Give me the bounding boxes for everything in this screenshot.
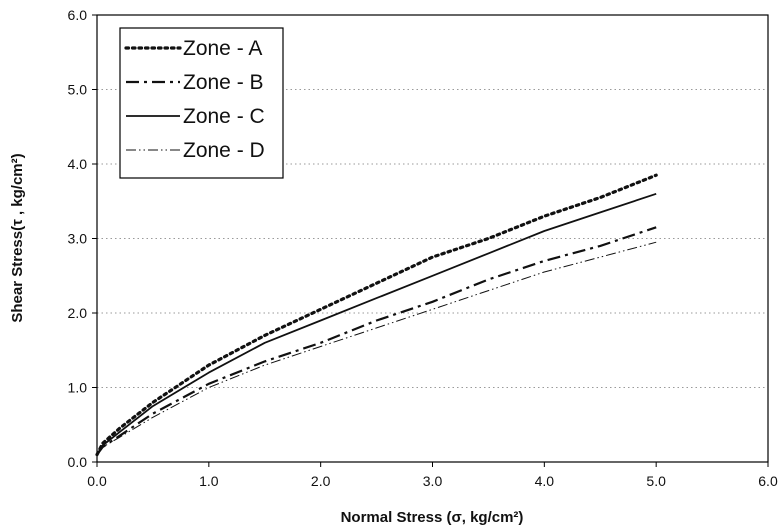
x-tick-label: 4.0 <box>535 473 555 489</box>
y-tick-label: 0.0 <box>68 454 88 470</box>
y-axis-ticks: 0.0 1.0 2.0 3.0 4.0 5.0 6.0 <box>68 7 97 470</box>
legend: Zone - A Zone - B Zone - C Zone - D <box>119 27 284 179</box>
legend-box <box>119 27 284 179</box>
y-tick-label: 4.0 <box>68 156 88 172</box>
x-axis-title: Normal Stress (σ, kg/cm²) <box>341 509 524 526</box>
x-tick-label: 1.0 <box>199 473 219 489</box>
x-tick-label: 3.0 <box>423 473 443 489</box>
y-tick-label: 6.0 <box>68 7 88 23</box>
x-tick-label: 0.0 <box>87 473 107 489</box>
x-tick-label: 2.0 <box>311 473 331 489</box>
series-lines <box>95 173 658 457</box>
series-line-zone-d <box>96 241 657 455</box>
y-axis-title: Shear Stress(τ , kg/cm²) <box>9 153 26 322</box>
legend-label: Zone - A <box>183 37 262 60</box>
legend-label: Zone - C <box>183 105 265 128</box>
series-line-zone-c <box>96 192 657 456</box>
legend-label: Zone - D <box>183 139 265 162</box>
y-tick-label: 2.0 <box>68 305 88 321</box>
gridlines <box>97 89 768 388</box>
x-axis-ticks: 0.0 1.0 2.0 3.0 4.0 5.0 6.0 <box>87 462 778 489</box>
y-tick-label: 3.0 <box>68 231 88 247</box>
y-tick-label: 5.0 <box>68 82 88 98</box>
x-tick-label: 6.0 <box>758 473 778 489</box>
x-tick-label: 5.0 <box>646 473 666 489</box>
legend-label: Zone - B <box>183 71 264 94</box>
y-tick-label: 1.0 <box>68 380 88 396</box>
series-line-zone-b <box>96 226 657 456</box>
series-line-zone-a <box>95 173 658 457</box>
